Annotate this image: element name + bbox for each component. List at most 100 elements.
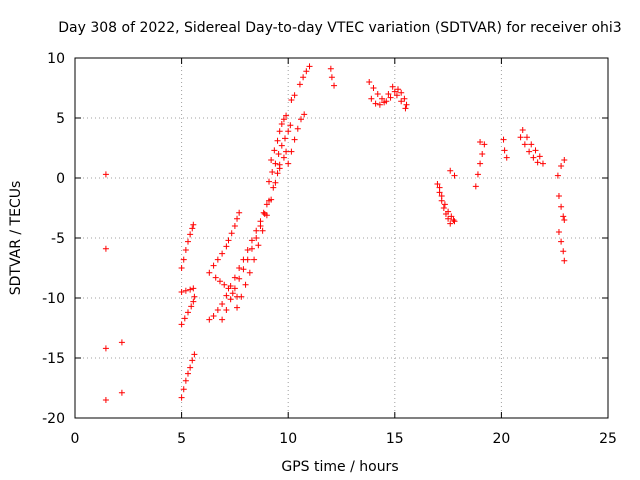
data-point: [287, 122, 294, 129]
data-point: [450, 217, 457, 223]
data-point: [374, 91, 381, 97]
data-point: [327, 65, 334, 72]
data-point: [447, 220, 454, 227]
data-point: [271, 147, 278, 154]
data-point: [278, 142, 285, 149]
data-point: [445, 208, 452, 215]
data-point: [401, 95, 408, 102]
data-point: [184, 309, 191, 316]
data-point: [560, 248, 567, 255]
data-point: [447, 167, 454, 174]
x-tick-label: 5: [177, 431, 186, 447]
data-point: [181, 315, 188, 322]
x-tick-label: 15: [386, 431, 404, 447]
data-point: [244, 247, 251, 253]
data-point: [268, 196, 275, 203]
data-point: [530, 154, 537, 161]
data-point: [472, 183, 479, 190]
data-point: [178, 321, 185, 328]
data-point: [528, 141, 535, 148]
data-point: [555, 229, 562, 235]
y-tick-label: 0: [56, 171, 65, 187]
data-point: [441, 201, 448, 208]
data-point: [189, 225, 196, 232]
data-point: [240, 266, 247, 273]
data-point: [519, 127, 526, 133]
data-point: [118, 389, 125, 396]
chart-title: Day 308 of 2022, Sidereal Day-to-day VTE…: [58, 20, 621, 36]
data-point: [276, 165, 283, 172]
data-point: [436, 184, 443, 191]
data-point: [223, 292, 230, 299]
data-point: [236, 275, 243, 282]
data-point: [391, 88, 398, 95]
data-point: [270, 184, 277, 191]
data-point: [189, 357, 196, 364]
data-point: [328, 74, 335, 81]
data-point: [481, 141, 488, 148]
data-point: [398, 89, 405, 96]
data-point: [272, 179, 279, 186]
data-point: [272, 160, 279, 167]
data-point: [278, 121, 285, 127]
data-point: [306, 63, 313, 70]
data-point: [560, 213, 567, 220]
data-point: [229, 290, 236, 297]
data-point: [234, 304, 241, 311]
data-point: [280, 116, 287, 123]
y-tick-label: -15: [42, 351, 65, 367]
data-point: [246, 269, 253, 276]
x-tick-label: 20: [492, 431, 510, 447]
data-point: [257, 223, 264, 229]
data-point: [255, 242, 262, 249]
data-point: [259, 227, 266, 234]
data-point: [526, 148, 533, 155]
data-point: [275, 151, 282, 157]
data-point: [274, 170, 281, 177]
data-point: [448, 213, 455, 220]
data-point: [216, 278, 223, 285]
data-point: [253, 235, 260, 241]
plot-area-border: [74, 57, 609, 419]
data-point: [477, 139, 484, 145]
data-point: [558, 163, 565, 169]
data-point: [188, 303, 195, 310]
data-point: [555, 193, 562, 199]
y-tick-label: 10: [47, 51, 65, 67]
y-tick-label: -20: [42, 411, 65, 427]
data-point: [389, 83, 396, 90]
data-point: [285, 128, 292, 135]
data-point: [285, 160, 292, 167]
data-point: [283, 148, 290, 155]
data-point: [191, 351, 198, 358]
data-point: [376, 101, 383, 108]
y-tick-label: -5: [51, 231, 65, 247]
data-point: [503, 154, 510, 161]
data-point: [190, 298, 197, 305]
data-point: [191, 293, 198, 300]
data-point: [102, 245, 109, 252]
data-point: [219, 316, 226, 323]
data-point: [248, 245, 255, 252]
data-point: [301, 111, 308, 118]
data-point: [180, 256, 187, 263]
data-point: [561, 257, 568, 264]
y-axis-label: SDTVAR / TECUs: [8, 181, 24, 296]
data-point: [180, 386, 187, 393]
data-point: [253, 227, 260, 234]
data-point: [118, 339, 125, 346]
data-point: [370, 85, 377, 91]
data-point: [178, 289, 185, 295]
data-point: [260, 209, 267, 216]
x-axis-label: GPS time / hours: [281, 459, 398, 475]
data-point: [331, 82, 338, 89]
data-point: [398, 98, 405, 105]
x-tick-label: 0: [71, 431, 80, 447]
data-point: [291, 92, 298, 99]
data-point: [561, 157, 568, 163]
data-point: [102, 345, 109, 352]
data-point: [219, 250, 226, 257]
data-point: [438, 193, 445, 199]
data-point: [477, 160, 484, 167]
y-tick-label: 5: [56, 111, 65, 127]
